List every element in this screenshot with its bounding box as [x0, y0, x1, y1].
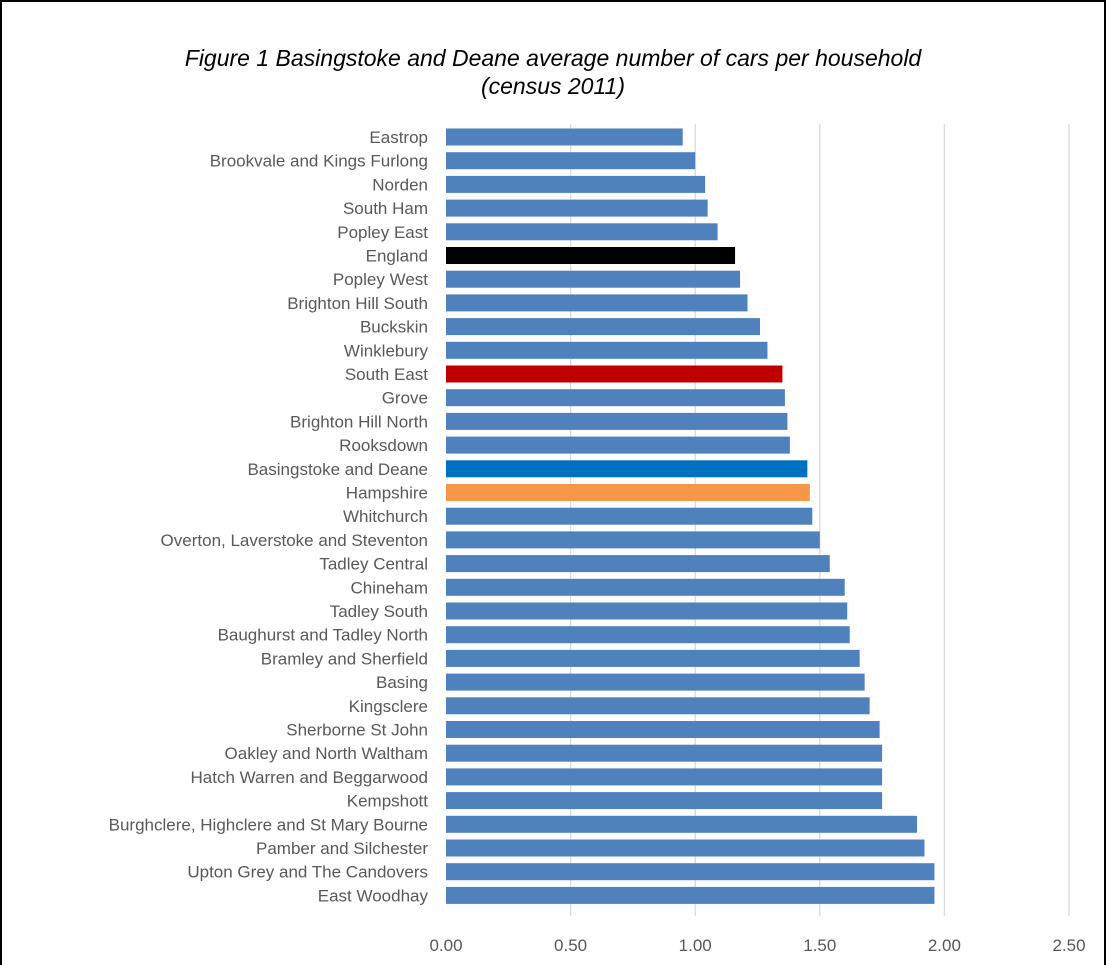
- bar-bramley-and-sherfield: [446, 649, 860, 667]
- bar-basing: [446, 673, 865, 691]
- bars: [446, 128, 935, 904]
- category-label: Pamber and Silchester: [256, 839, 428, 858]
- category-label: South East: [345, 365, 428, 384]
- bar-kingsclere: [446, 697, 870, 715]
- bar-tadley-south: [446, 602, 848, 620]
- bar-eastrop: [446, 128, 683, 146]
- chart-title-line-1: Figure 1 Basingstoke and Deane average n…: [184, 45, 922, 71]
- category-label: Basing: [376, 673, 428, 692]
- bar-rooksdown: [446, 436, 790, 454]
- x-tick-label: 2.50: [1052, 936, 1085, 955]
- category-label: Buckskin: [360, 318, 428, 337]
- category-label: Chineham: [351, 578, 429, 597]
- chart-title-line-2: (census 2011): [480, 73, 626, 99]
- bar-east-woodhay: [446, 886, 935, 904]
- category-label: Tadley Central: [319, 555, 428, 574]
- bar-hatch-warren-and-beggarwood: [446, 768, 883, 786]
- category-label: Grove: [382, 389, 428, 408]
- category-label: Overton, Laverstoke and Steventon: [161, 531, 428, 550]
- bar-winklebury: [446, 341, 768, 359]
- bar-sherborne-st-john: [446, 721, 880, 738]
- category-label: Eastrop: [369, 128, 428, 147]
- bar-overton-laverstoke-and-steventon: [446, 531, 820, 549]
- bar-buckskin: [446, 318, 760, 336]
- category-label: Kingsclere: [349, 697, 428, 716]
- x-tick-label: 1.50: [803, 936, 836, 955]
- category-label: Baughurst and Tadley North: [218, 626, 428, 645]
- category-label: Rooksdown: [339, 436, 428, 455]
- bar-hampshire: [446, 484, 810, 501]
- category-labels: Eastrop Brookvale and Kings Furlong Norden…: [109, 128, 429, 905]
- category-label: Hampshire: [346, 484, 428, 503]
- category-label: Popley East: [337, 223, 428, 242]
- bar-norden: [446, 175, 706, 193]
- x-tick-label: 0.50: [554, 936, 587, 955]
- category-label: Bramley and Sherfield: [261, 649, 428, 668]
- bar-popley-east: [446, 223, 718, 241]
- bar-chineham: [446, 578, 845, 596]
- bar-brighton-hill-south: [446, 294, 748, 312]
- category-label: Hatch Warren and Beggarwood: [190, 768, 428, 787]
- category-label: Whitchurch: [343, 507, 428, 526]
- category-label: Brighton Hill South: [287, 294, 428, 313]
- bar-south-ham: [446, 199, 708, 217]
- x-tick-label: 2.00: [928, 936, 961, 955]
- category-label: Basingstoke and Deane: [247, 460, 428, 479]
- category-label: Popley West: [333, 270, 428, 289]
- bar-baughurst-and-tadley-north: [446, 626, 850, 644]
- bar-tadley-central: [446, 555, 830, 573]
- bar-pamber-and-silchester: [446, 839, 925, 857]
- bar-england: [446, 247, 736, 264]
- category-label: Burghclere, Highclere and St Mary Bourne: [109, 815, 428, 834]
- x-tick-label: 1.00: [679, 936, 712, 955]
- category-label: South Ham: [343, 199, 428, 218]
- bar-brookvale-and-kings-furlong: [446, 152, 696, 170]
- category-label: Norden: [372, 175, 428, 194]
- category-label: Upton Grey and The Candovers: [187, 863, 428, 882]
- category-label: Brookvale and Kings Furlong: [210, 152, 428, 171]
- category-label: England: [366, 247, 428, 266]
- category-label: Brighton Hill North: [290, 412, 428, 431]
- chart-title: Figure 1 Basingstoke and Deane average n…: [0, 44, 1106, 100]
- bar-whitchurch: [446, 507, 813, 525]
- bar-burghclere-highclere-and-st-mary-bourne: [446, 815, 917, 833]
- category-label: East Woodhay: [318, 886, 429, 905]
- category-label: Sherborne St John: [286, 721, 428, 740]
- category-label: Kempshott: [347, 792, 429, 811]
- bar-grove: [446, 389, 785, 407]
- bar-oakley-and-north-waltham: [446, 744, 883, 762]
- bar-upton-grey-and-the-candovers: [446, 863, 935, 881]
- category-label: Winklebury: [344, 341, 429, 360]
- bar-basingstoke-and-deane: [446, 460, 808, 478]
- bar-kempshott: [446, 792, 883, 810]
- bar-south-east: [446, 365, 783, 383]
- category-label: Oakley and North Waltham: [225, 744, 428, 763]
- bar-popley-west: [446, 270, 741, 288]
- bar-brighton-hill-north: [446, 412, 788, 430]
- category-label: Tadley South: [330, 602, 428, 621]
- x-tick-label: 0.00: [429, 936, 462, 955]
- x-tick-labels: 0.00 0.50 1.00 1.50 2.00 2.50: [429, 936, 1085, 955]
